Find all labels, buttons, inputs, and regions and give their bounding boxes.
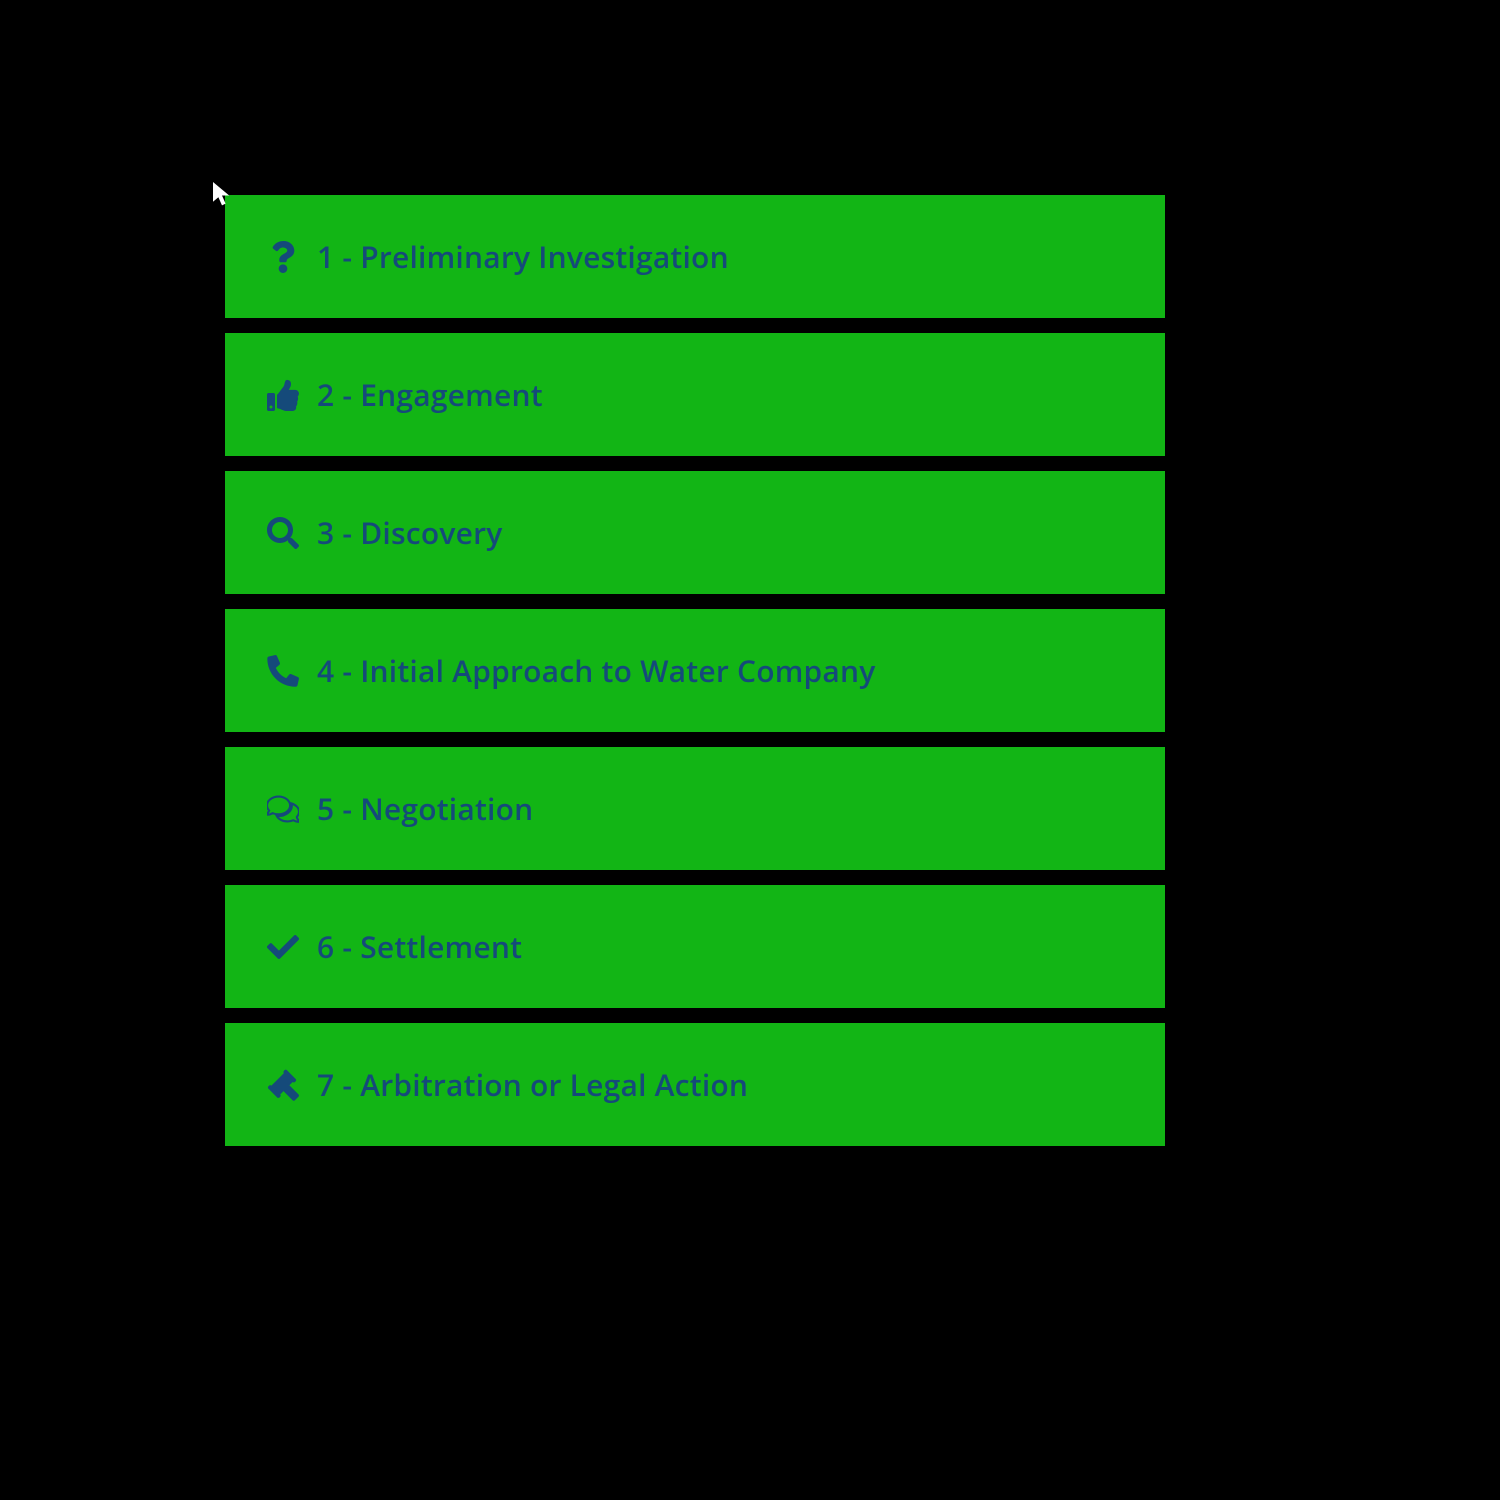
list-item[interactable]: 2 - Engagement [225, 333, 1165, 456]
list-item[interactable]: 4 - Initial Approach to Water Company [225, 609, 1165, 732]
list-item-label: 1 - Preliminary Investigation [317, 236, 729, 277]
check-icon [263, 927, 303, 967]
list-item[interactable]: 1 - Preliminary Investigation [225, 195, 1165, 318]
list-item-label: 5 - Negotiation [317, 788, 533, 829]
list-item[interactable]: 5 - Negotiation [225, 747, 1165, 870]
gavel-icon [263, 1065, 303, 1105]
process-step-list: 1 - Preliminary Investigation 2 - Engage… [225, 195, 1165, 1161]
list-item-label: 4 - Initial Approach to Water Company [317, 650, 876, 691]
list-item[interactable]: 6 - Settlement [225, 885, 1165, 1008]
phone-icon [263, 651, 303, 691]
list-item[interactable]: 7 - Arbitration or Legal Action [225, 1023, 1165, 1146]
list-item-label: 7 - Arbitration or Legal Action [317, 1064, 748, 1105]
canvas: 1 - Preliminary Investigation 2 - Engage… [0, 0, 1500, 1500]
question-icon [263, 237, 303, 277]
list-item-label: 6 - Settlement [317, 926, 522, 967]
search-icon [263, 513, 303, 553]
list-item-label: 3 - Discovery [317, 512, 502, 553]
list-item[interactable]: 3 - Discovery [225, 471, 1165, 594]
list-item-label: 2 - Engagement [317, 374, 543, 415]
comments-icon [263, 789, 303, 829]
thumbs-up-icon [263, 375, 303, 415]
